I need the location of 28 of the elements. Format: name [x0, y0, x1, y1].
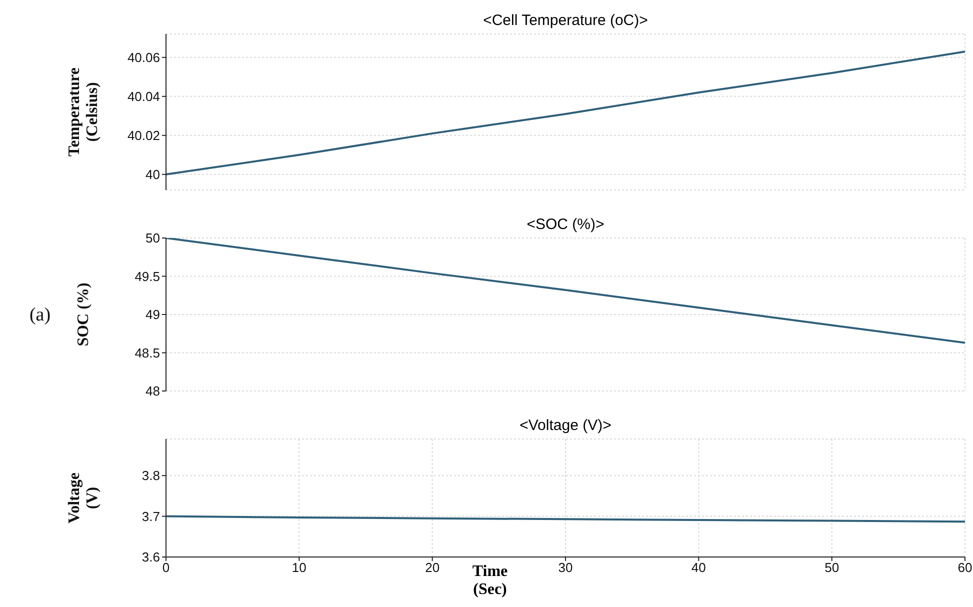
line-series: [166, 50, 965, 176]
y-tick-label: 40.06: [127, 50, 160, 66]
chart-title: <Voltage (V)>: [518, 417, 612, 434]
y-tick-label: 3.8: [142, 468, 160, 484]
y-tick-label: 48.5: [134, 345, 160, 360]
y-tick-label: 48: [146, 384, 160, 399]
y-tick-label: 49: [146, 307, 160, 322]
x-tick-label: 50: [824, 560, 840, 576]
y-axis-title: Voltage (V): [66, 472, 101, 524]
x-tick-label: 60: [958, 560, 972, 576]
y-tick-label: 40: [146, 167, 160, 182]
y-axis-title: SOC (%): [75, 282, 92, 346]
y-tick-label: 3.6: [142, 550, 160, 565]
x-axis-title: Time (Sec): [471, 563, 509, 599]
x-tick-label: 40: [691, 560, 706, 576]
y-axis-title: Temperature (Celsius): [66, 68, 101, 156]
chart-title: <Cell Temperature (oC)>: [482, 12, 649, 29]
y-tick-label: 40.04: [127, 89, 160, 104]
y-tick-label: 50: [146, 230, 160, 246]
x-tick-label: 10: [292, 560, 306, 576]
chart-title: <SOC (%)>: [526, 216, 606, 233]
text: (a): [29, 304, 51, 326]
x-tick-label: 30: [558, 560, 573, 576]
x-tick-label: 20: [425, 560, 440, 576]
y-tick-label: 3.7: [142, 508, 160, 524]
x-tick-label: 0: [162, 560, 170, 576]
y-tick-label: 40.02: [127, 128, 160, 144]
y-tick-label: 49.5: [134, 268, 160, 284]
